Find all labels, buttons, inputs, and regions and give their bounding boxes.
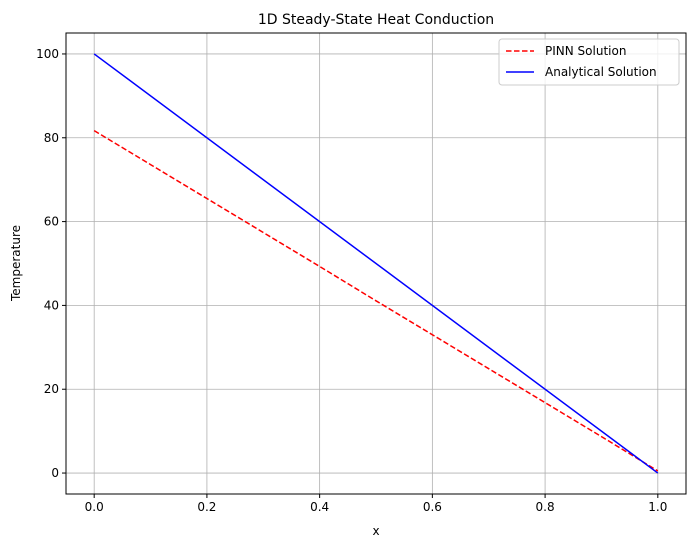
x-tick-label: 0.2 <box>197 500 216 514</box>
y-axis-label: Temperature <box>9 225 23 302</box>
y-tick-label: 60 <box>44 215 59 229</box>
y-tick-label: 40 <box>44 298 59 312</box>
analytical-solution-line <box>93 53 659 474</box>
legend: PINN Solution Analytical Solution <box>498 38 680 86</box>
y-tick-label: 80 <box>44 131 59 145</box>
y-tick-label: 20 <box>44 382 59 396</box>
x-tick-label: 0.8 <box>536 500 555 514</box>
x-tick-label: 1.0 <box>648 500 667 514</box>
x-tick-label: 0.6 <box>423 500 442 514</box>
legend-pinn-label: PINN Solution <box>545 44 626 58</box>
plot-frame <box>65 32 687 495</box>
pinn-solution-line <box>93 130 659 472</box>
x-tick-label: 0.0 <box>85 500 104 514</box>
y-tick-label: 100 <box>36 47 59 61</box>
x-tick-label: 0.4 <box>310 500 329 514</box>
x-axis-label: x <box>372 524 379 538</box>
legend-analytical-label: Analytical Solution <box>545 65 657 79</box>
chart-title: 1D Steady-State Heat Conduction <box>258 12 494 28</box>
y-tick-label: 0 <box>51 466 59 480</box>
